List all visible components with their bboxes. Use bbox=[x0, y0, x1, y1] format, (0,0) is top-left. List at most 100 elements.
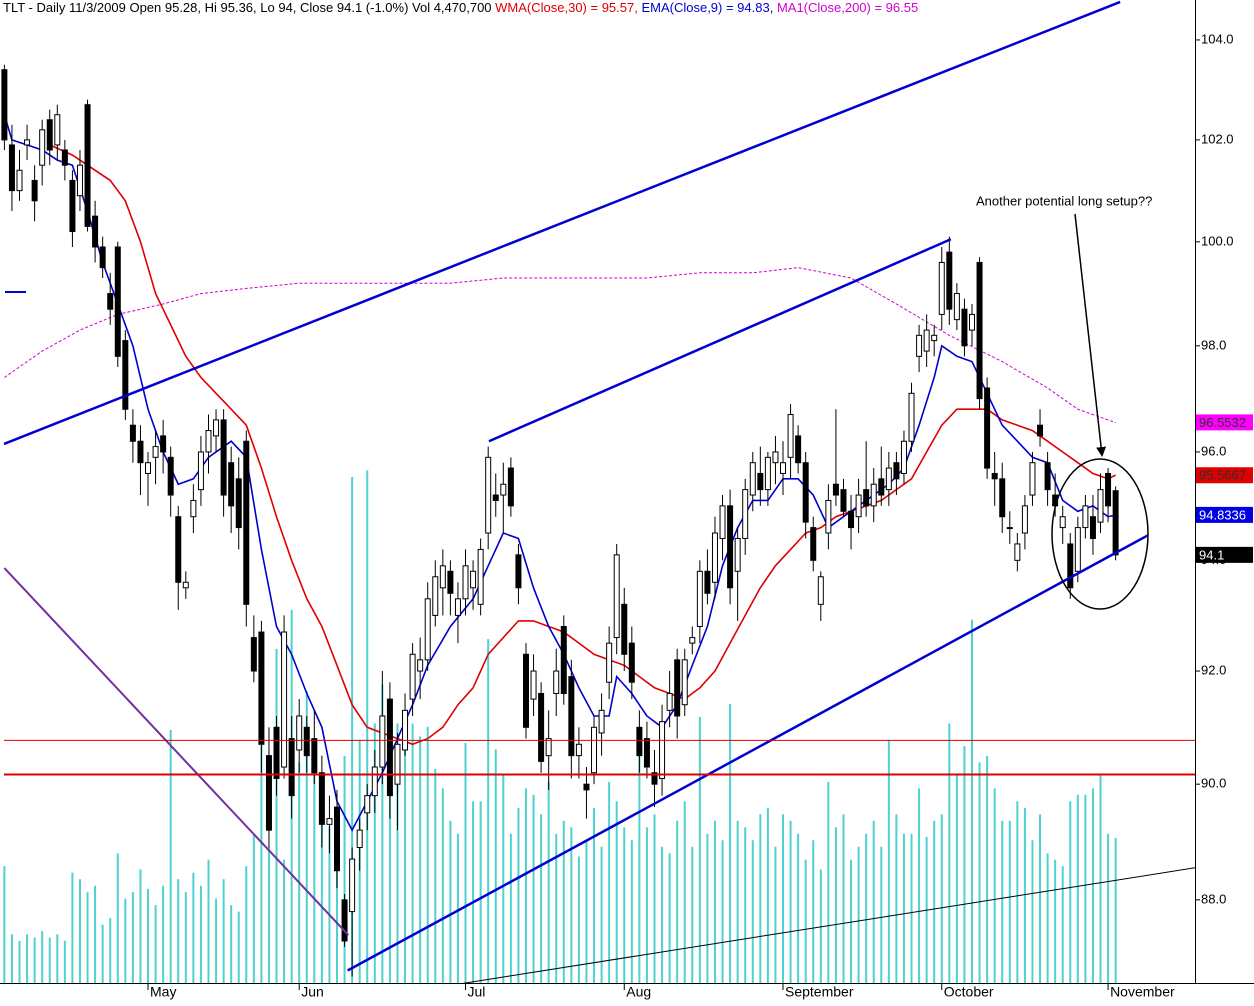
candle-body bbox=[522, 653, 529, 728]
candle-body bbox=[334, 806, 341, 872]
volume-bar bbox=[540, 814, 543, 983]
volume-bar bbox=[532, 794, 535, 983]
last-value-box bbox=[1196, 506, 1253, 523]
candle-body bbox=[742, 489, 749, 539]
candle-body bbox=[780, 462, 787, 474]
candle-body bbox=[538, 692, 545, 762]
volume-bar bbox=[1084, 794, 1087, 983]
candle-body bbox=[863, 489, 870, 507]
volume-bar bbox=[336, 814, 339, 983]
title-part: WMA(Close,30) = 95.57, bbox=[495, 0, 641, 15]
volume-bar bbox=[555, 833, 558, 983]
volume-bar bbox=[1107, 833, 1110, 983]
volume-bar bbox=[78, 879, 81, 983]
candle-body bbox=[288, 738, 295, 797]
volume-bar bbox=[895, 814, 898, 983]
candle-body bbox=[507, 467, 514, 507]
volume-bar bbox=[970, 619, 973, 983]
volume-bar bbox=[404, 716, 407, 983]
title-part: EMA(Close,9) = 94.83, bbox=[641, 0, 776, 15]
candle-body bbox=[402, 709, 409, 751]
candle-body bbox=[341, 899, 348, 942]
candle-body bbox=[734, 537, 741, 572]
trendline bbox=[3, 567, 350, 936]
volume-bar bbox=[812, 840, 815, 983]
last-value-label: 95.5667 bbox=[1199, 468, 1246, 483]
title-part: TLT - Daily 11/3/2009 Open 95.28, Hi 95.… bbox=[3, 0, 495, 15]
candle-body bbox=[810, 527, 817, 561]
candle-body bbox=[69, 179, 76, 233]
volume-bar bbox=[766, 807, 769, 983]
candle-body bbox=[1006, 527, 1013, 530]
volume-bar bbox=[320, 801, 323, 983]
candle-body bbox=[160, 435, 167, 453]
volume-bar bbox=[1061, 866, 1064, 983]
candle-body bbox=[757, 472, 764, 491]
last-value-layer: 96.5532 95.5667 94.8336 94.1 bbox=[1196, 414, 1253, 563]
volume-bar bbox=[147, 888, 150, 983]
candle-body bbox=[439, 565, 446, 589]
candle-body bbox=[281, 631, 288, 768]
annotation-arrow bbox=[1074, 213, 1107, 457]
volume-bar bbox=[464, 742, 467, 983]
candle-body bbox=[31, 179, 38, 202]
volume-bar bbox=[902, 833, 905, 983]
volume-bar bbox=[230, 905, 233, 983]
candle-body bbox=[213, 419, 220, 437]
last-value-label: 94.1 bbox=[1199, 547, 1224, 562]
candle-body bbox=[855, 494, 862, 518]
candle-body bbox=[621, 603, 628, 655]
candle-body bbox=[719, 505, 726, 539]
candle-body bbox=[1044, 462, 1051, 491]
volume-bar bbox=[177, 879, 180, 983]
volume-bar bbox=[351, 476, 354, 983]
volume-bar bbox=[887, 739, 890, 983]
candle-body bbox=[386, 698, 393, 797]
volume-bar bbox=[411, 723, 414, 983]
candle-body bbox=[175, 516, 182, 583]
candle-body bbox=[1067, 543, 1074, 589]
candle-body bbox=[470, 570, 477, 589]
candle-body bbox=[432, 576, 439, 616]
volume-bar bbox=[676, 820, 679, 983]
volume-bar bbox=[850, 859, 853, 983]
candle-body bbox=[356, 829, 363, 848]
volume-bar bbox=[759, 814, 762, 983]
candle-body bbox=[24, 139, 31, 146]
volume-bar bbox=[623, 827, 626, 983]
volume-bar bbox=[524, 788, 527, 983]
volume-bar bbox=[109, 918, 112, 983]
volume-bar bbox=[267, 846, 270, 983]
volume-bar bbox=[94, 885, 97, 983]
y-tick-label: 88.0 bbox=[1201, 891, 1226, 906]
trendline bbox=[3, 0, 1121, 446]
x-tick-label: Jun bbox=[301, 984, 324, 1000]
volume-bar bbox=[638, 749, 641, 983]
volume-bar bbox=[388, 726, 391, 983]
volume-bar bbox=[396, 723, 399, 983]
volume-bar bbox=[162, 885, 165, 983]
candle-body bbox=[689, 637, 696, 644]
volume-bar bbox=[517, 807, 520, 983]
volume-bar bbox=[668, 853, 671, 983]
volume-bar bbox=[41, 931, 44, 983]
volume-bar bbox=[721, 840, 724, 983]
candle-body bbox=[575, 743, 582, 757]
volume-bar bbox=[86, 892, 89, 983]
candle-body bbox=[674, 659, 681, 717]
x-tick-label: September bbox=[785, 984, 854, 1000]
volume-bar bbox=[585, 840, 588, 983]
volume-bar bbox=[10, 934, 13, 983]
volume-bar bbox=[169, 729, 172, 983]
candle-body bbox=[817, 576, 824, 605]
candle-body bbox=[46, 119, 53, 151]
volume-bar bbox=[48, 937, 51, 983]
candle-body bbox=[349, 858, 356, 913]
candle-body bbox=[84, 104, 91, 227]
volume-bar bbox=[1099, 775, 1102, 983]
volume-bar bbox=[698, 716, 701, 983]
candle-body bbox=[235, 478, 242, 529]
volume-bar bbox=[343, 755, 346, 983]
candle-body bbox=[643, 738, 650, 768]
